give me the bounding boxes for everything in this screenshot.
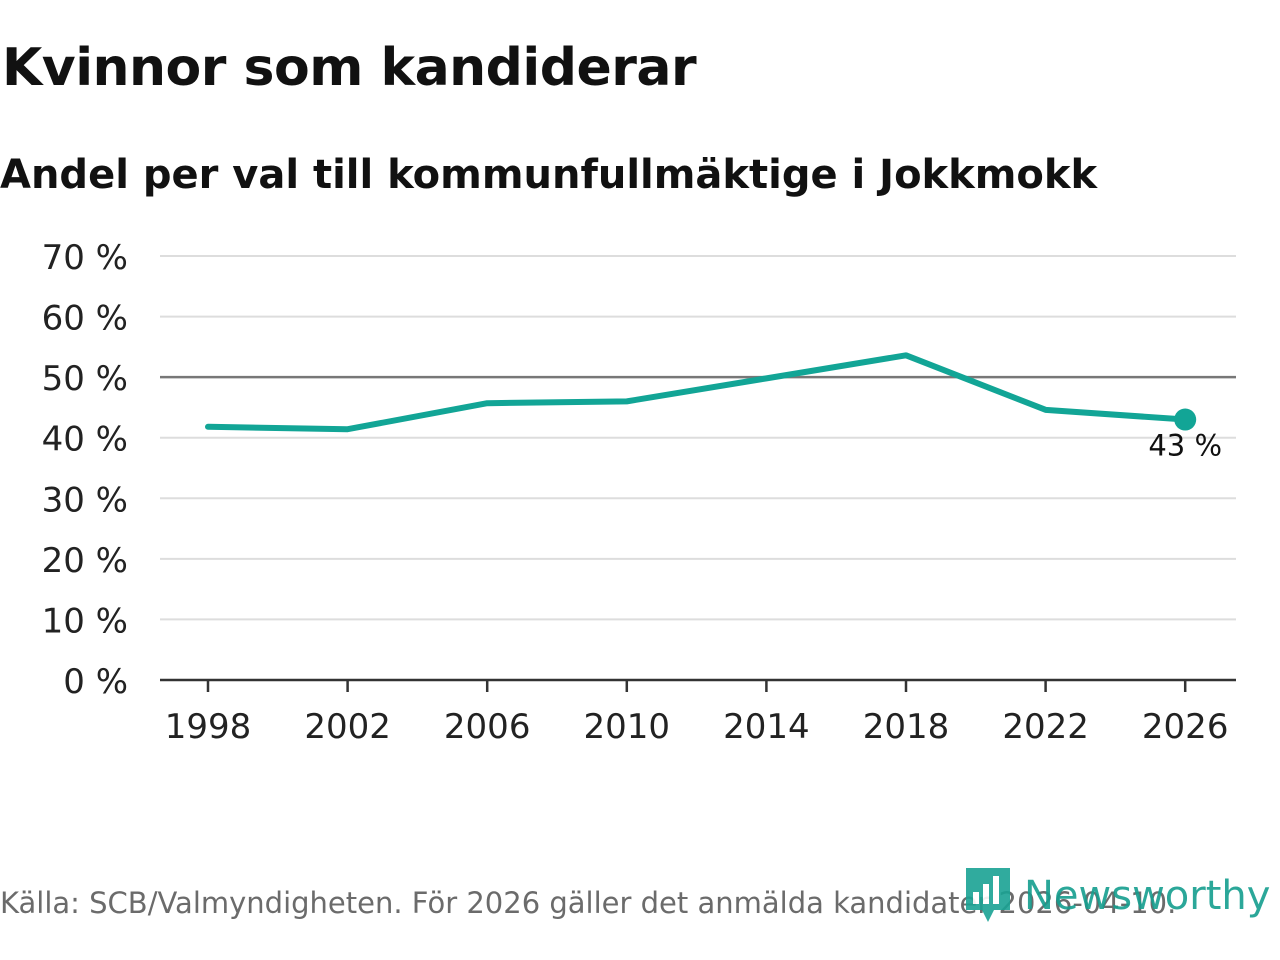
x-tick-label-2018: 2018 — [863, 707, 950, 747]
chart-subtitle: Andel per val till kommunfullmäktige i J… — [0, 152, 1098, 198]
end-value-label: 43 % — [1148, 429, 1222, 463]
y-tick-label-60: 60 % — [42, 299, 128, 339]
y-axis-tick-labels: 0 % 10 % 20 % 30 % 40 % 50 % 60 % 70 % — [42, 238, 128, 702]
x-tick-label-2006: 2006 — [444, 707, 531, 747]
x-tick-label-2010: 2010 — [584, 707, 671, 747]
y-tick-label-10: 10 % — [42, 601, 128, 641]
y-tick-label-0: 0 % — [63, 662, 128, 702]
y-tick-label-50: 50 % — [42, 359, 128, 399]
series-line — [205, 352, 1189, 433]
newsworthy-logo-icon — [966, 868, 1010, 922]
y-tick-label-20: 20 % — [42, 541, 128, 581]
x-axis-tick-labels: 1998 2002 2006 2010 2014 2018 2022 2026 — [165, 707, 1229, 747]
y-tick-label-30: 30 % — [42, 480, 128, 520]
x-tick-label-2002: 2002 — [304, 707, 391, 747]
series-andel-kvinnor: 43 % — [205, 352, 1222, 463]
x-tick-label-2022: 2022 — [1002, 707, 1089, 747]
chart-title: Kvinnor som kandiderar — [2, 38, 697, 98]
newsworthy-logo: Newsworthy — [964, 864, 1270, 928]
y-tick-label-70: 70 % — [42, 238, 128, 278]
x-tick-label-1998: 1998 — [165, 707, 252, 747]
x-tick-label-2026: 2026 — [1142, 707, 1229, 747]
x-axis — [160, 678, 1236, 692]
y-tick-label-40: 40 % — [42, 420, 128, 460]
logo-text: Newsworthy — [1024, 873, 1271, 919]
gridlines — [160, 255, 1236, 621]
x-tick-label-2014: 2014 — [723, 707, 810, 747]
end-point-marker — [1174, 408, 1197, 431]
